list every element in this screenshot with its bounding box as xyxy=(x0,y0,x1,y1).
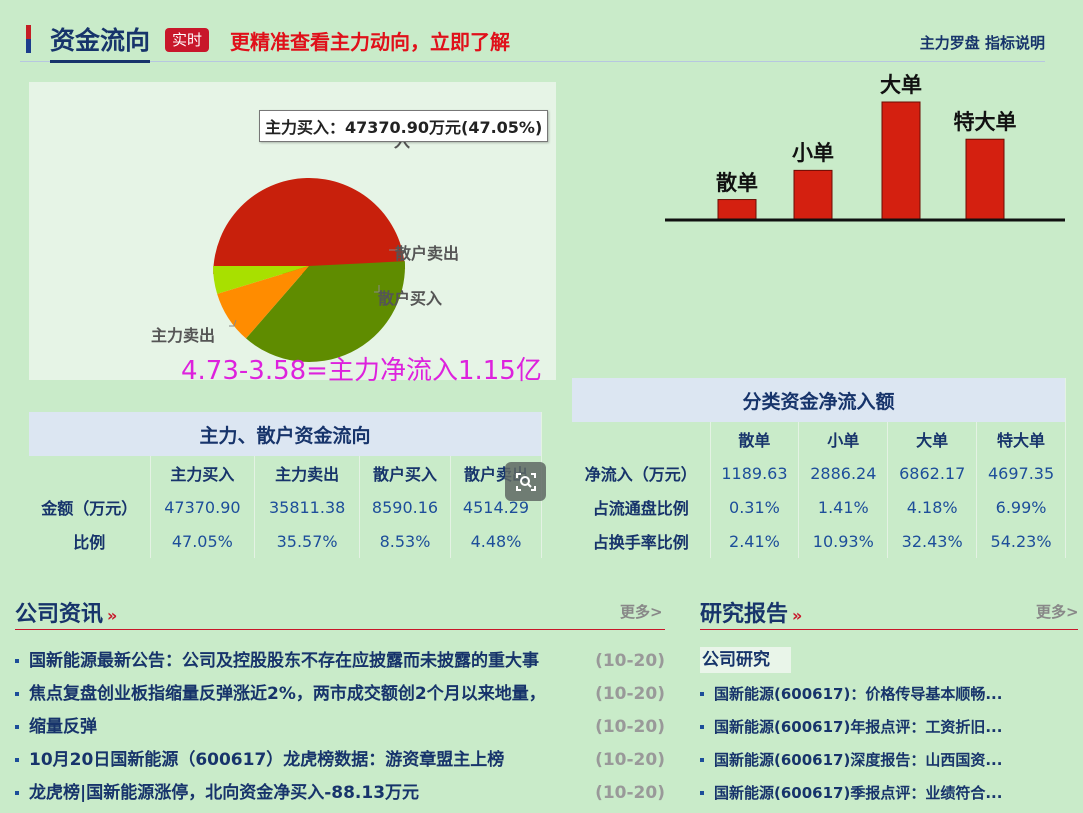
table-cell: 47370.90 xyxy=(150,490,256,524)
table-cell: 8590.16 xyxy=(359,490,451,524)
research-divider xyxy=(700,629,1078,630)
tab-company-research[interactable]: 公司研究 xyxy=(700,647,791,673)
image-search-icon xyxy=(515,472,536,491)
category-net-inflow-table: 分类资金净流入额 散单 小单 大单 特大单 净流入（万元） 1189.63 28… xyxy=(572,378,1066,558)
bar-label: 小单 xyxy=(792,141,834,166)
research-item[interactable]: 国新能源(600617)：价格传导基本顺畅... xyxy=(700,678,1020,711)
news-item[interactable]: 焦点复盘创业板指缩量反弹涨近2%，两市成交额创2个月以来地量， (10-20) xyxy=(15,678,665,711)
bar-0 xyxy=(717,199,757,221)
table-cell: 35811.38 xyxy=(254,490,360,524)
col-header: 大单 xyxy=(887,422,978,456)
research-item[interactable]: 国新能源(600617)深度报告：山西国资... xyxy=(700,744,1020,777)
table-cell: 54.23% xyxy=(976,524,1066,558)
news-item[interactable]: 国新能源最新公告：公司及控股股东不存在应披露而未披露的重大事 (10-20) xyxy=(15,645,665,678)
image-search-button[interactable] xyxy=(505,462,546,501)
table-caption: 分类资金净流入额 xyxy=(572,378,1066,422)
news-list: 国新能源最新公告：公司及控股股东不存在应披露而未披露的重大事 (10-20) 焦点… xyxy=(15,645,665,810)
pie-slice-retail-buy[interactable] xyxy=(217,266,309,339)
table-cell: 32.43% xyxy=(887,524,978,558)
news-section-title[interactable]: 公司资讯» xyxy=(15,602,118,627)
table-row: 金额（万元） 47370.90 35811.38 8590.16 4514.29 xyxy=(29,490,543,524)
table-cell: 2886.24 xyxy=(798,456,889,490)
col-header: 小单 xyxy=(798,422,889,456)
news-more-link[interactable]: 更多> xyxy=(620,603,663,621)
table-cell: 4697.35 xyxy=(976,456,1066,490)
table-cell: 10.93% xyxy=(798,524,889,558)
retail-buy-leader xyxy=(374,285,380,293)
row-header: 占流通盘比例 xyxy=(572,490,711,524)
table-cell: 6862.17 xyxy=(887,456,978,490)
table-cell: 4.48% xyxy=(450,524,543,558)
table-row: 占换手率比例 2.41% 10.93% 32.43% 54.23% xyxy=(572,524,1066,558)
col-header: 主力买入 xyxy=(150,456,256,490)
pie-label-main-sell: 主力卖出 xyxy=(151,326,216,345)
bar-label: 大单 xyxy=(880,73,922,97)
row-header: 比例 xyxy=(29,524,151,558)
promo-link[interactable]: 更精准查看主力动向，立即了解 xyxy=(230,30,510,54)
table-cell: 0.31% xyxy=(710,490,800,524)
row-header: 占换手率比例 xyxy=(572,524,711,558)
research-list: 国新能源(600617)：价格传导基本顺畅... 国新能源(600617)年报点… xyxy=(700,678,1020,810)
pie-slice-retail-sell[interactable] xyxy=(213,266,309,294)
double-chevron-icon: » xyxy=(107,606,118,625)
table-cell: 6.99% xyxy=(976,490,1066,524)
pie-tooltip: 主力买入：47370.90万元(47.05%) xyxy=(259,110,549,142)
pie-label-retail-sell: 散户卖出 xyxy=(395,244,460,263)
news-item[interactable]: 龙虎榜|国新能源涨停，北向资金净买入-88.13万元 (10-20) xyxy=(15,777,665,810)
col-header: 主力卖出 xyxy=(254,456,360,490)
pie-slice-main-sell[interactable] xyxy=(245,261,406,363)
header-links: 主力罗盘 指标说明 xyxy=(920,32,1045,53)
bar-1 xyxy=(793,169,833,221)
order-size-bar-chart xyxy=(665,101,1065,222)
table-row: 比例 47.05% 35.57% 8.53% 4.48% xyxy=(29,524,543,558)
bar-3 xyxy=(965,138,1005,221)
news-item[interactable]: 10月20日国新能源（600617）龙虎榜数据：游资章盟主上榜 (10-20) xyxy=(15,744,665,777)
research-section-title[interactable]: 研究报告» xyxy=(700,602,803,627)
table-cell: 1189.63 xyxy=(710,456,800,490)
bar-2 xyxy=(881,101,921,221)
compass-link[interactable]: 主力罗盘 xyxy=(919,34,980,52)
col-header: 散单 xyxy=(710,422,800,456)
realtime-badge[interactable]: 实时 xyxy=(165,28,210,52)
table-cell: 4514.29 xyxy=(450,490,543,524)
main-retail-flow-table: 主力、散户资金流向 主力买入 主力卖出 散户买入 散户卖出 金额（万元） 473… xyxy=(29,412,543,558)
table-caption: 主力、散户资金流向 xyxy=(29,412,542,456)
news-item[interactable]: 缩量反弹 (10-20) xyxy=(15,711,665,744)
pie-label-retail-buy: 散户买入 xyxy=(378,289,443,308)
pie-slice-main-buy[interactable] xyxy=(213,177,406,274)
section-header: 资金流向 实时 更精准查看主力动向，立即了解 主力罗盘 指标说明 xyxy=(20,22,1045,63)
net-inflow-annotation: 4.73-3.58=主力净流入1.15亿 xyxy=(181,356,542,386)
table-cell: 1.41% xyxy=(798,490,889,524)
pie-chart xyxy=(213,177,406,363)
col-header: 散户买入 xyxy=(359,456,451,490)
table-cell: 35.57% xyxy=(254,524,360,558)
research-more-link[interactable]: 更多> xyxy=(1036,603,1079,621)
table-cell: 8.53% xyxy=(359,524,451,558)
row-header: 净流入（万元） xyxy=(572,456,711,490)
news-divider xyxy=(15,629,665,630)
pie-chart-panel: 散户卖出 散户买入 主力卖出 入 主力买入：47370.90万元(47.05%) xyxy=(29,82,556,380)
header-accent xyxy=(26,25,31,53)
bar-label: 散单 xyxy=(716,170,758,195)
double-chevron-icon: » xyxy=(792,606,803,625)
research-item[interactable]: 国新能源(600617)季报点评：业绩符合... xyxy=(700,777,1020,810)
guide-link[interactable]: 指标说明 xyxy=(984,34,1045,52)
page-title: 资金流向 xyxy=(50,24,151,63)
col-header: 特大单 xyxy=(976,422,1066,456)
row-header: 金额（万元） xyxy=(29,490,151,524)
table-cell: 47.05% xyxy=(150,524,256,558)
bar-label: 特大单 xyxy=(953,110,1017,135)
table-row: 占流通盘比例 0.31% 1.41% 4.18% 6.99% xyxy=(572,490,1066,524)
main-sell-leader xyxy=(229,319,237,327)
research-item[interactable]: 国新能源(600617)年报点评：工资折旧... xyxy=(700,711,1020,744)
table-cell: 2.41% xyxy=(710,524,800,558)
retail-sell-leader xyxy=(389,247,400,251)
table-cell: 4.18% xyxy=(887,490,978,524)
table-row: 净流入（万元） 1189.63 2886.24 6862.17 4697.35 xyxy=(572,456,1066,490)
